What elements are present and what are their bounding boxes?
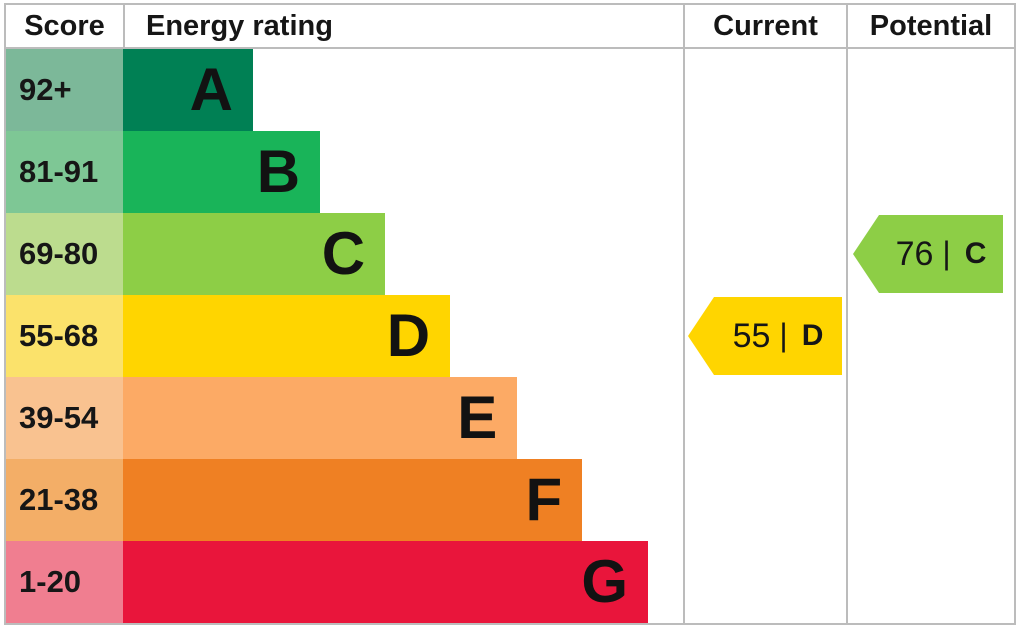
- band-letter-b: B: [256, 138, 301, 205]
- potential-arrow-text: 76 | C: [853, 215, 1003, 293]
- potential-band-letter: C: [964, 237, 987, 270]
- rating-area-c: C: [123, 213, 683, 295]
- rating-bar-c: C: [123, 213, 386, 295]
- rating-area-e: E: [123, 377, 683, 459]
- potential-arrow: 76 | C: [853, 215, 1003, 293]
- epc-table: Score Energy rating Current Potential 92…: [4, 3, 1016, 625]
- potential-arrow-shape: [853, 215, 1003, 293]
- band-row-d: 55-68 D: [6, 295, 1014, 377]
- band-row-e: 39-54 E: [6, 377, 1014, 459]
- band-letter-c: C: [321, 220, 366, 287]
- current-arrow-text: 55 | D: [688, 297, 842, 375]
- potential-score-value: 76: [895, 234, 934, 273]
- potential-column-divider: [846, 49, 848, 623]
- rating-area-b: B: [123, 131, 683, 213]
- score-cell-e: 39-54: [6, 377, 123, 459]
- rating-area-g: G: [123, 541, 683, 623]
- rating-area-a: A: [123, 49, 683, 131]
- current-column-divider: [683, 49, 685, 623]
- band-letter-f: F: [525, 466, 563, 533]
- score-cell-g: 1-20: [6, 541, 123, 623]
- score-cell-c: 69-80: [6, 213, 123, 295]
- band-row-b: 81-91 B: [6, 131, 1014, 213]
- band-letter-d: D: [386, 302, 431, 369]
- header-row: Score Energy rating Current Potential: [6, 5, 1014, 49]
- potential-separator: |: [942, 234, 951, 271]
- score-cell-f: 21-38: [6, 459, 123, 541]
- current-separator: |: [779, 316, 788, 353]
- rating-bar-f: F: [123, 459, 583, 541]
- band-letter-e: E: [457, 384, 498, 451]
- band-row-g: 1-20 G: [6, 541, 1014, 623]
- header-current: Current: [683, 5, 846, 47]
- score-cell-d: 55-68: [6, 295, 123, 377]
- rating-bar-a: A: [123, 49, 253, 131]
- band-letter-g: G: [581, 548, 628, 615]
- current-band-letter: D: [801, 319, 824, 352]
- current-arrow: 55 | D: [688, 297, 842, 375]
- current-score-value: 55: [732, 316, 771, 355]
- band-row-f: 21-38 F: [6, 459, 1014, 541]
- band-row-c: 69-80 C: [6, 213, 1014, 295]
- bands-body: 92+ A 81-91 B 69-80: [6, 49, 1014, 623]
- band-row-a: 92+ A: [6, 49, 1014, 131]
- score-cell-a: 92+: [6, 49, 123, 131]
- score-cell-b: 81-91: [6, 131, 123, 213]
- rating-area-f: F: [123, 459, 683, 541]
- rating-bar-e: E: [123, 377, 518, 459]
- rating-bar-d: D: [123, 295, 451, 377]
- header-score: Score: [24, 9, 105, 42]
- rating-bar-b: B: [123, 131, 321, 213]
- current-arrow-shape: [688, 297, 842, 375]
- band-letter-a: A: [189, 56, 233, 123]
- header-energy-rating: Energy rating: [123, 5, 683, 47]
- header-potential: Potential: [846, 5, 1014, 47]
- rating-area-d: D: [123, 295, 683, 377]
- rating-bar-g: G: [123, 541, 648, 623]
